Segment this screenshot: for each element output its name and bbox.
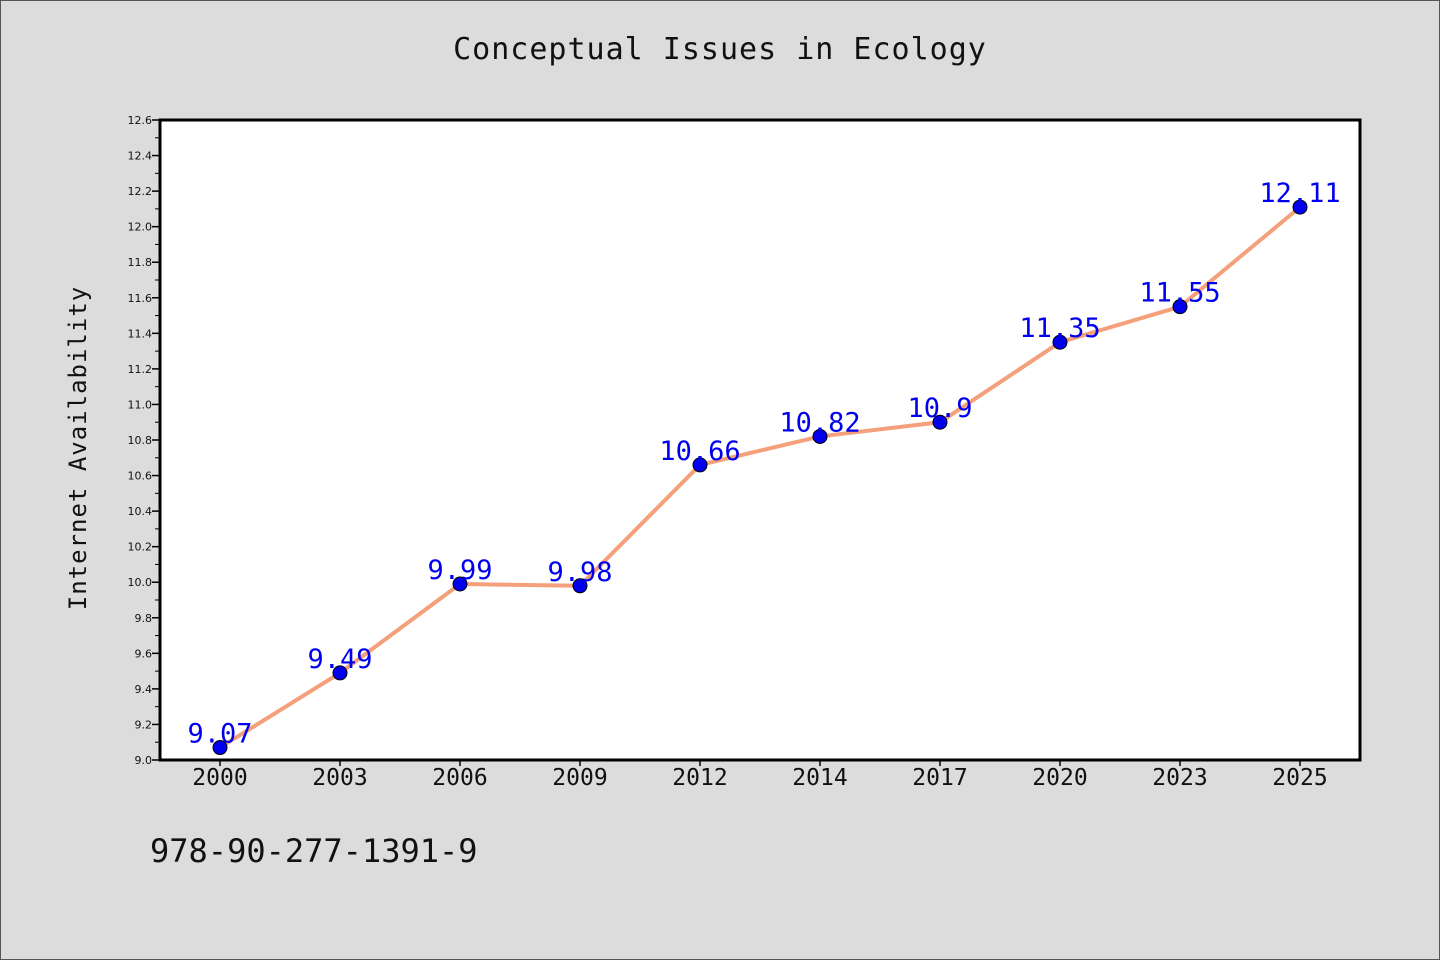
y-tick-label: 12.0 [128,221,153,234]
data-label: 9.07 [187,719,252,750]
series-layer [212,199,1308,756]
data-label: 9.99 [427,555,492,586]
y-tick-label: 11.6 [128,292,153,305]
y-tick-label: 11.4 [128,327,153,340]
y-tick-label: 9.2 [135,718,153,731]
data-label: 10.66 [659,436,740,467]
x-tick-label: 2003 [312,765,367,791]
x-tick-label: 2006 [432,765,487,791]
x-tick-label: 2025 [1272,765,1327,791]
y-tick-label: 12.6 [128,114,153,127]
series-line [218,205,1302,750]
data-point [332,665,348,681]
y-tick-label: 11.0 [128,398,153,411]
data-point [572,578,588,594]
y-tick-label: 10.4 [128,505,153,518]
y-tick-label: 9.4 [135,683,153,696]
x-tick-label: 2012 [672,765,727,791]
data-point [1052,334,1068,350]
x-tick-label: 2017 [912,765,967,791]
y-tick-label: 11.8 [128,256,153,269]
data-point [212,740,228,756]
x-tick-label: 2014 [792,765,847,791]
data-point [1292,199,1308,215]
data-label: 10.82 [779,407,860,438]
data-label: 11.55 [1139,278,1220,309]
y-axis: 9.0 9.2 9.4 9.6 9.8 10.0 10.2 10.4 10.6 10.8 11.0 1… [128,114,160,767]
y-tick-label: 9.0 [135,754,153,767]
data-point [1172,299,1188,315]
data-label: 12.11 [1259,178,1340,209]
data-point [452,576,468,592]
x-tick-label: 2020 [1032,765,1087,791]
y-tick-label: 10.8 [128,434,153,447]
y-tick-label: 10.6 [128,470,153,483]
plot-area [158,118,1362,762]
x-tick-label: 2023 [1152,765,1207,791]
y-tick-label: 12.4 [128,150,153,163]
footer-code: 978-90-277-1391-9 [150,832,478,870]
y-tick-label: 9.6 [135,647,153,660]
x-tick-label: 2000 [192,765,247,791]
x-tick-label: 2009 [552,765,607,791]
y-tick-label: 9.8 [135,612,153,625]
y-tick-label: 10.2 [128,541,153,554]
data-point [812,428,828,444]
y-tick-label: 10.0 [128,576,153,589]
x-axis: 2000 2003 2006 2009 2012 2014 2017 2020 2023 2025 [192,760,1328,791]
y-tick-label: 12.2 [128,185,153,198]
data-label: 11.35 [1019,313,1100,344]
data-point [932,414,948,430]
data-label-layer: 9.07 9.49 9.99 9.98 10.66 10.82 10.9 11.35 11.55… [187,178,1340,749]
data-label: 9.49 [307,644,372,675]
data-label: 9.98 [547,557,612,588]
chart-title: Conceptual Issues in Ecology [453,32,987,67]
data-label: 10.9 [907,393,972,424]
data-point [692,457,708,473]
y-tick-label: 11.2 [128,363,153,376]
